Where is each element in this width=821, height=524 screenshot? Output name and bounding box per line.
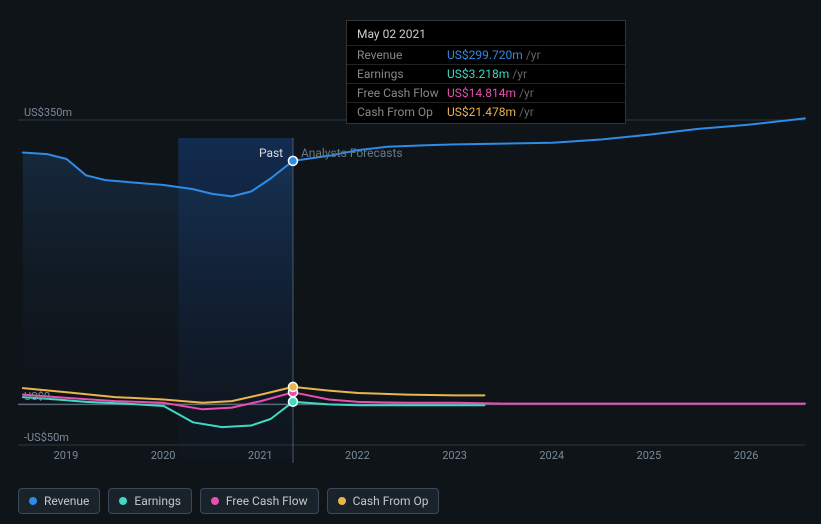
x-axis-label: 2026 xyxy=(734,449,759,462)
legend-item-earnings[interactable]: Earnings xyxy=(108,488,192,514)
x-axis-label: 2024 xyxy=(539,449,564,462)
legend: Revenue Earnings Free Cash Flow Cash From O… xyxy=(18,488,439,514)
marker-earnings xyxy=(288,397,297,406)
tooltip-value: US$3.218m xyxy=(447,67,509,81)
tooltip-unit: /yr xyxy=(519,105,534,119)
legend-item-revenue[interactable]: Revenue xyxy=(18,488,100,514)
tooltip-value: US$14.814m xyxy=(447,86,516,100)
x-axis-label: 2023 xyxy=(442,449,467,462)
x-axis-label: 2020 xyxy=(151,449,176,462)
tooltip-label: Free Cash Flow xyxy=(357,86,447,100)
legend-label: Free Cash Flow xyxy=(226,494,308,508)
tooltip: May 02 2021 RevenueUS$299.720m/yrEarning… xyxy=(346,20,626,124)
tooltip-value: US$21.478m xyxy=(447,105,516,119)
tooltip-unit: /yr xyxy=(512,67,527,81)
x-axis-label: 2021 xyxy=(248,449,273,462)
y-axis-label: US$0 xyxy=(24,390,50,403)
y-axis-label: -US$50m xyxy=(24,431,69,444)
legend-dot-icon xyxy=(29,497,37,505)
tooltip-value: US$299.720m xyxy=(447,48,523,62)
tooltip-row: Cash From OpUS$21.478m/yr xyxy=(347,102,625,121)
forecast-label: Analysts Forecasts xyxy=(301,146,403,160)
x-axis-label: 2022 xyxy=(345,449,370,462)
tooltip-row: EarningsUS$3.218m/yr xyxy=(347,64,625,83)
legend-label: Cash From Op xyxy=(353,494,429,508)
legend-label: Revenue xyxy=(44,494,89,508)
legend-dot-icon xyxy=(211,497,219,505)
legend-dot-icon xyxy=(338,497,346,505)
tooltip-row: Free Cash FlowUS$14.814m/yr xyxy=(347,83,625,102)
y-axis-label: US$350m xyxy=(24,106,72,119)
x-axis-label: 2025 xyxy=(637,449,662,462)
tooltip-unit: /yr xyxy=(526,48,541,62)
marker-cfo xyxy=(288,382,297,391)
x-axis-label: 2019 xyxy=(54,449,79,462)
chart-container: May 02 2021 RevenueUS$299.720m/yrEarning… xyxy=(0,0,821,524)
tooltip-label: Cash From Op xyxy=(357,105,447,119)
legend-label: Earnings xyxy=(134,494,181,508)
legend-item-fcf[interactable]: Free Cash Flow xyxy=(200,488,319,514)
tooltip-row: RevenueUS$299.720m/yr xyxy=(347,45,625,64)
past-label: Past xyxy=(259,146,283,160)
tooltip-unit: /yr xyxy=(519,86,534,100)
tooltip-date: May 02 2021 xyxy=(347,27,625,45)
legend-item-cfo[interactable]: Cash From Op xyxy=(327,488,440,514)
legend-dot-icon xyxy=(119,497,127,505)
tooltip-label: Revenue xyxy=(357,48,447,62)
tooltip-label: Earnings xyxy=(357,67,447,81)
marker-revenue xyxy=(288,156,297,165)
